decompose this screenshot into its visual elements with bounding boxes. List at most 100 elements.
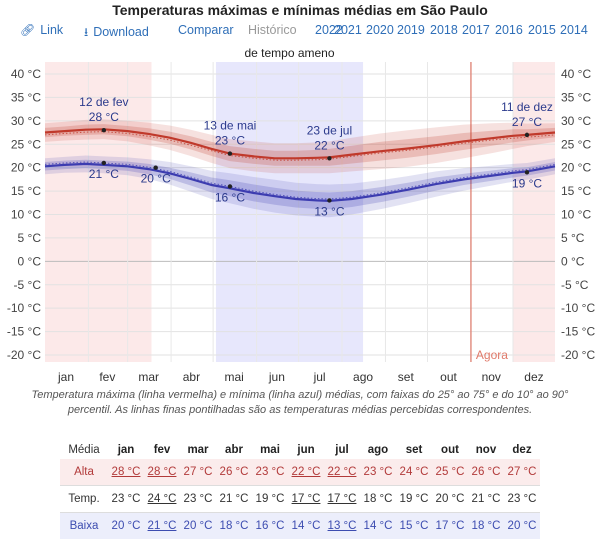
annotation-point xyxy=(227,151,233,156)
year-link[interactable]: 2021 xyxy=(334,23,362,37)
x-tick-label: jul xyxy=(313,370,326,384)
y-tick-label-left: -20 °C xyxy=(7,348,41,362)
table-month-header: jun xyxy=(297,444,315,456)
table-cell: 28 °C xyxy=(144,459,180,486)
max-feels-like-line xyxy=(44,131,556,161)
table-cell: 23 °C xyxy=(360,459,396,486)
link-label: Link xyxy=(40,23,64,37)
download-label: Download xyxy=(93,25,149,39)
year-link[interactable]: 2015 xyxy=(528,23,556,37)
x-tick-label: jan xyxy=(57,370,74,384)
table-cell: 19 °C xyxy=(396,485,432,513)
table-cell: 24 °C xyxy=(144,485,180,513)
y-tick-label-left: -5 °C xyxy=(14,278,42,292)
table-cell: 27 °C xyxy=(504,459,540,486)
y-tick-label-left: 5 °C xyxy=(18,231,42,245)
y-tick-label-left: 40 °C xyxy=(11,67,41,81)
table-cell: 26 °C xyxy=(468,459,504,486)
y-tick-label-left: 20 °C xyxy=(11,161,41,175)
table-cell: 15 °C xyxy=(396,512,432,539)
download-button[interactable]: ⭳ Download xyxy=(84,23,149,44)
annotation-point xyxy=(327,156,332,161)
table-cell: 14 °C xyxy=(360,512,396,539)
cool-season-label: de tempo ameno xyxy=(244,46,334,60)
table-cell: 20 °C xyxy=(504,512,540,539)
y-tick-label-right: 30 °C xyxy=(561,114,591,128)
table-month-header: fev xyxy=(153,444,171,456)
table-cell: 23 °C xyxy=(108,485,144,513)
y-tick-label-right: -20 °C xyxy=(561,348,595,362)
min-temperature-line xyxy=(44,162,556,203)
table-cell: 22 °C xyxy=(324,459,360,486)
year-link[interactable]: 2017 xyxy=(462,23,490,37)
annotation-point xyxy=(101,160,107,166)
annotation-value: 21 °C xyxy=(89,167,119,181)
table-header: Média xyxy=(68,444,100,456)
min-band-p10-p90 xyxy=(45,155,555,218)
annotation-value: 16 °C xyxy=(215,190,245,204)
chart-title: Temperaturas máximas e mínimas médias em… xyxy=(112,2,488,18)
table-month-header: nov xyxy=(475,444,497,456)
table-cell: 23 °C xyxy=(180,485,216,513)
table-row-label: Temp. xyxy=(60,485,108,513)
cool-season-band xyxy=(215,62,364,362)
annotation-point xyxy=(524,170,530,175)
annotation-value: 27 °C xyxy=(512,115,542,129)
year-link[interactable]: 2016 xyxy=(495,23,523,37)
table-month-header: mar xyxy=(187,444,209,456)
table-row-label: Alta xyxy=(60,459,108,486)
x-tick-label: abr xyxy=(183,370,200,384)
table-month-header: set xyxy=(405,444,423,456)
table-cell: 28 °C xyxy=(108,459,144,486)
year-link[interactable]: 2022 xyxy=(315,23,343,37)
year-link[interactable]: 2018 xyxy=(430,23,458,37)
min-band-p25-p75 xyxy=(45,159,555,210)
annotation-date: 13 de mai xyxy=(204,119,257,133)
y-tick-label-left: 35 °C xyxy=(11,90,41,104)
table-cell: 20 °C xyxy=(432,485,468,513)
annotation-point xyxy=(227,184,233,189)
y-tick-label-right: 25 °C xyxy=(561,137,591,151)
annotation-value: 13 °C xyxy=(314,204,344,218)
annotation-date: 12 de fev xyxy=(79,95,128,109)
table-cell: 18 °C xyxy=(216,512,252,539)
table-cell: 24 °C xyxy=(396,459,432,486)
hot-season-band xyxy=(45,62,152,362)
table-cell: 13 °C xyxy=(324,512,360,539)
table-cell: 21 °C xyxy=(216,485,252,513)
annotation-value: 22 °C xyxy=(314,138,344,152)
y-tick-label-right: 10 °C xyxy=(561,208,591,222)
x-tick-label: ago xyxy=(353,370,373,384)
table-row: Alta 28 °C 28 °C 27 °C 26 °C 23 °C 22 °C 22 °C 2… xyxy=(60,459,540,486)
y-tick-label-left: 0 °C xyxy=(18,254,42,268)
x-tick-label: jun xyxy=(268,370,285,384)
table-cell: 17 °C xyxy=(432,512,468,539)
table-cell: 22 °C xyxy=(288,459,324,486)
annotation-point xyxy=(327,198,332,203)
download-icon: ⭳ xyxy=(84,25,89,39)
max-band-p10-p90 xyxy=(45,119,555,174)
year-link[interactable]: 2014 xyxy=(560,23,588,37)
y-tick-label-right: 40 °C xyxy=(561,67,591,81)
table-cell: 21 °C xyxy=(468,485,504,513)
y-tick-label-right: 5 °C xyxy=(561,231,585,245)
y-tick-label-left: 15 °C xyxy=(11,184,41,198)
link-button[interactable]: 🔗︎ Link xyxy=(20,23,63,37)
table-cell: 18 °C xyxy=(360,485,396,513)
table-month-header: ago xyxy=(367,444,389,456)
max-band-p25-p75 xyxy=(45,124,555,166)
year-link[interactable]: 2019 xyxy=(397,23,425,37)
compare-button[interactable]: Comparar xyxy=(178,23,234,37)
summary-table: Média jan fev mar abr mai jun jul ago set out nov de… xyxy=(60,441,540,539)
y-tick-label-left: 10 °C xyxy=(11,208,41,222)
year-link[interactable]: 2020 xyxy=(366,23,394,37)
annotation-value: 23 °C xyxy=(215,134,245,148)
y-tick-label-right: -10 °C xyxy=(561,301,595,315)
y-tick-label-left: -15 °C xyxy=(7,325,41,339)
x-tick-label: fev xyxy=(99,370,115,384)
x-tick-label: dez xyxy=(524,370,543,384)
y-tick-label-right: 35 °C xyxy=(561,90,591,104)
table-cell: 23 °C xyxy=(504,485,540,513)
annotation-point xyxy=(524,132,530,138)
table-month-header: mai xyxy=(260,444,280,456)
